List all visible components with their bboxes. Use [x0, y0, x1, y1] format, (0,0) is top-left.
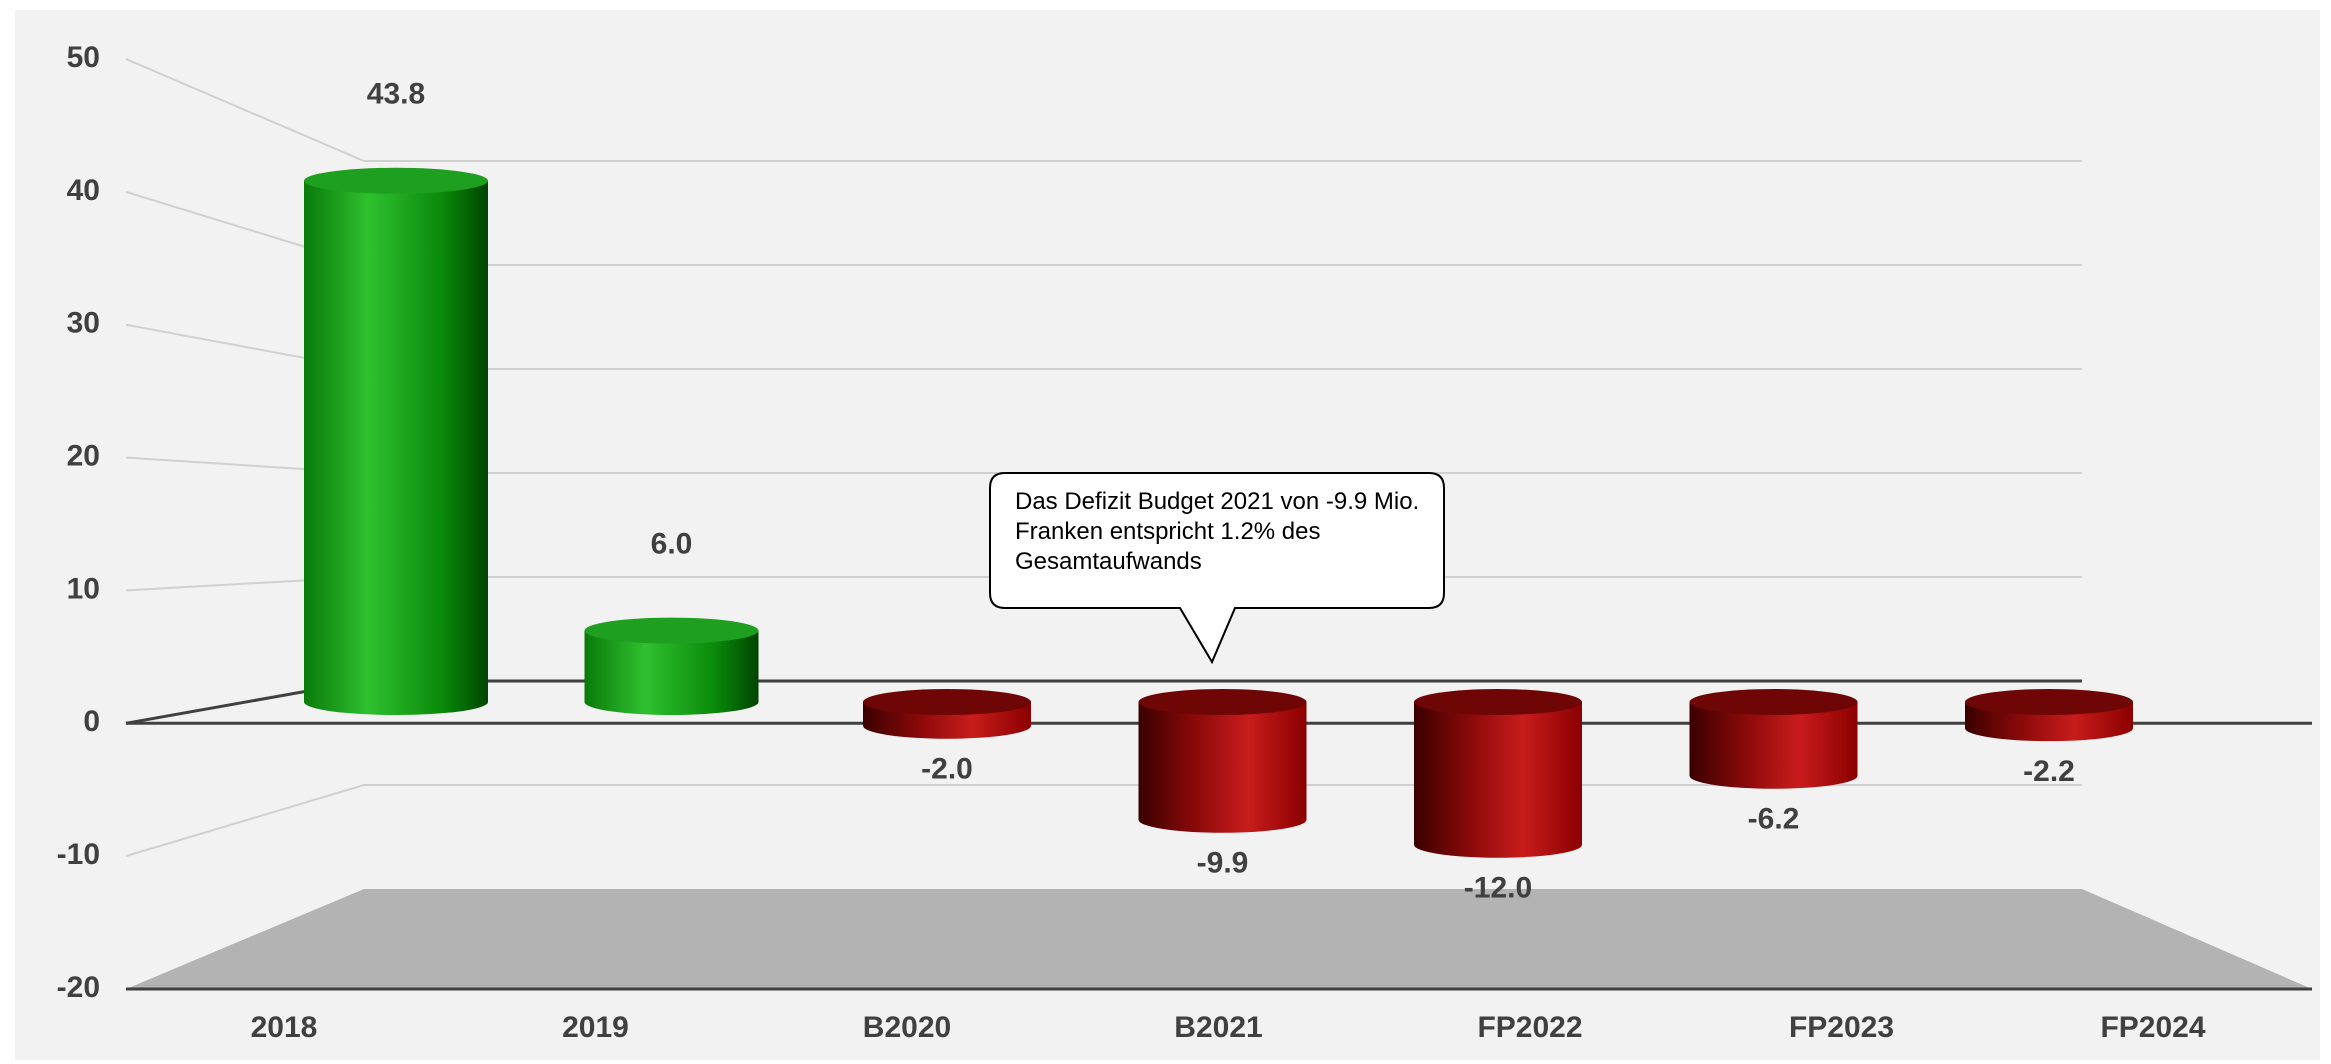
y-tick-label: -10 [57, 838, 100, 871]
bar-cap [1414, 689, 1582, 715]
value-label: -9.9 [1197, 847, 1249, 880]
value-label: -2.2 [2023, 755, 2075, 788]
x-tick-label: FP2024 [2100, 1011, 2205, 1044]
x-tick-label: FP2023 [1789, 1011, 1894, 1044]
bar [1414, 702, 1582, 858]
x-tick-label: 2018 [251, 1011, 318, 1044]
y-tick-label: 0 [83, 705, 100, 738]
y-tick-label: 40 [67, 174, 100, 207]
bar-cap [1689, 689, 1858, 715]
annotation: Das Defizit Budget 2021 von -9.9 Mio. Fr… [1015, 488, 1420, 575]
callout-text-box: Das Defizit Budget 2021 von -9.9 Mio. Fr… [1015, 488, 1420, 575]
value-label: -12.0 [1464, 872, 1532, 905]
bar [1689, 702, 1858, 789]
callout: Das Defizit Budget 2021 von -9.9 Mio. Fr… [989, 472, 1445, 665]
x-tick-label: B2021 [1174, 1011, 1262, 1044]
x-tick-label: B2020 [863, 1011, 951, 1044]
callout-box [989, 472, 1445, 665]
y-tick-label: 30 [67, 307, 100, 340]
bar [1138, 702, 1307, 833]
bar [584, 630, 759, 715]
bar-cap [1138, 689, 1307, 715]
y-tick-label: 10 [67, 572, 100, 605]
bar [304, 180, 488, 715]
value-label: 6.0 [651, 528, 693, 561]
y-tick-label: 20 [67, 439, 100, 472]
y-tick-label: -20 [57, 971, 100, 1004]
bar-cap [304, 167, 488, 194]
bar-cap [584, 617, 759, 644]
y-tick-label: 50 [67, 41, 100, 74]
value-label: -6.2 [1748, 803, 1800, 836]
x-tick-label: FP2022 [1477, 1011, 1582, 1044]
bar-cap [863, 689, 1031, 715]
value-label: -2.0 [921, 753, 973, 786]
floor [126, 889, 2312, 989]
grid-line [125, 58, 2082, 162]
x-tick-label: 2019 [562, 1011, 629, 1044]
value-label: 43.8 [367, 78, 425, 111]
bar-cap [1965, 689, 2133, 715]
